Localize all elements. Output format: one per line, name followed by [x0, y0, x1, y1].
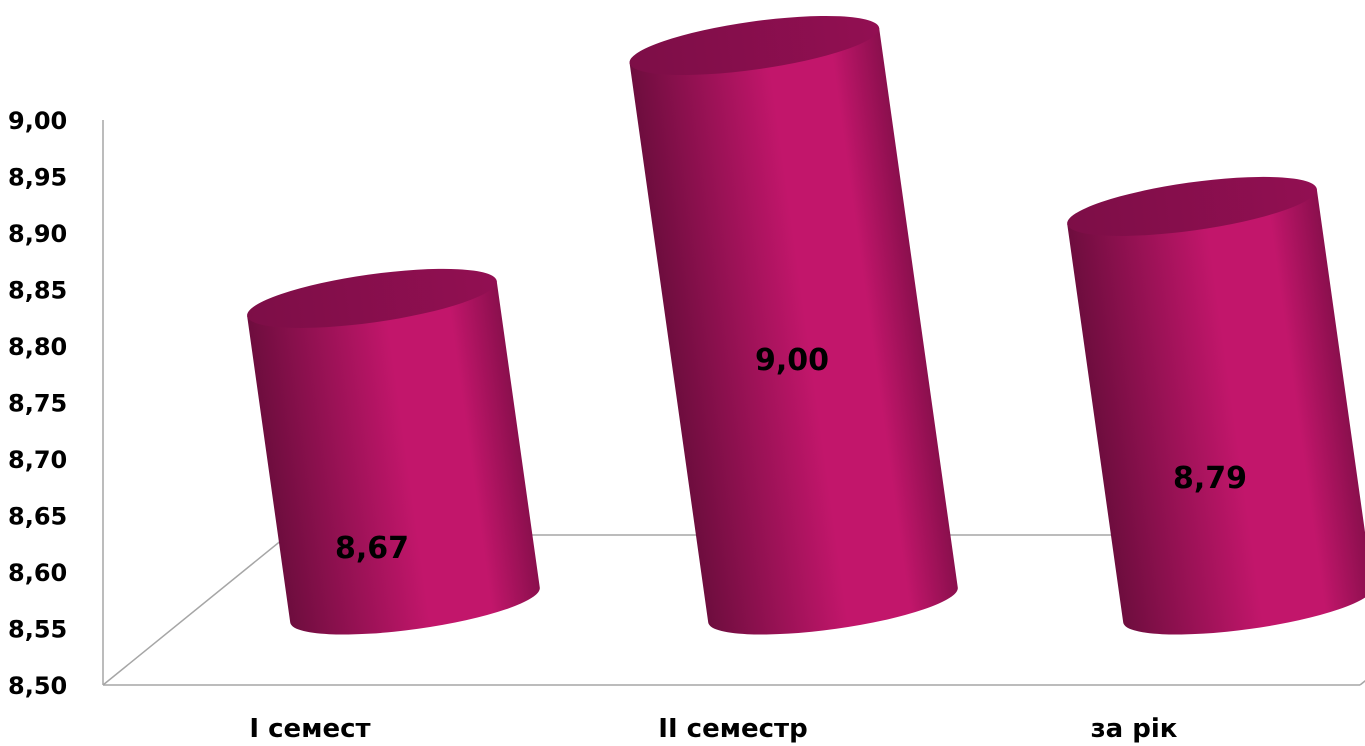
y-tick-label: 8,95 — [8, 164, 67, 192]
floor-depth-line-right — [1359, 680, 1365, 686]
floor-depth-line-left — [102, 534, 289, 686]
data-labels: 8,67 9,00 8,79 — [335, 343, 1247, 566]
category-label: за рік — [1091, 714, 1178, 744]
y-tick-label: 8,85 — [8, 277, 67, 305]
y-tick-label: 8,50 — [8, 672, 67, 700]
bar-top — [247, 268, 497, 328]
y-tick-label: 8,65 — [8, 503, 67, 531]
bar-body — [1067, 188, 1365, 635]
category-labels: I семест II семестр за рік — [249, 714, 1177, 744]
bar-cylinder — [629, 15, 958, 635]
bars — [247, 15, 1365, 635]
bar-body — [247, 280, 540, 635]
category-label: I семест — [249, 714, 370, 744]
y-tick-label: 8,90 — [8, 220, 67, 248]
bar-body — [629, 27, 958, 635]
bar-cylinder — [247, 268, 540, 635]
y-tick-label: 8,70 — [8, 446, 67, 474]
bar-top — [629, 15, 880, 76]
bar-top — [1067, 176, 1317, 236]
bar-value-label: 8,67 — [335, 531, 409, 566]
y-tick-label: 8,75 — [8, 390, 67, 418]
bar-value-label: 8,79 — [1173, 461, 1247, 496]
y-tick-label: 8,80 — [8, 333, 67, 361]
y-tick-label: 8,55 — [8, 616, 67, 644]
category-label: II семестр — [658, 714, 807, 744]
bar-cylinder — [1067, 176, 1365, 635]
bar-value-label: 9,00 — [755, 343, 829, 378]
y-axis-tick-labels: 8,50 8,55 8,60 8,65 8,70 8,75 8,80 8,85 8,90 8,95… — [8, 107, 67, 700]
y-tick-label: 8,60 — [8, 559, 67, 587]
y-tick-label: 9,00 — [8, 107, 67, 135]
